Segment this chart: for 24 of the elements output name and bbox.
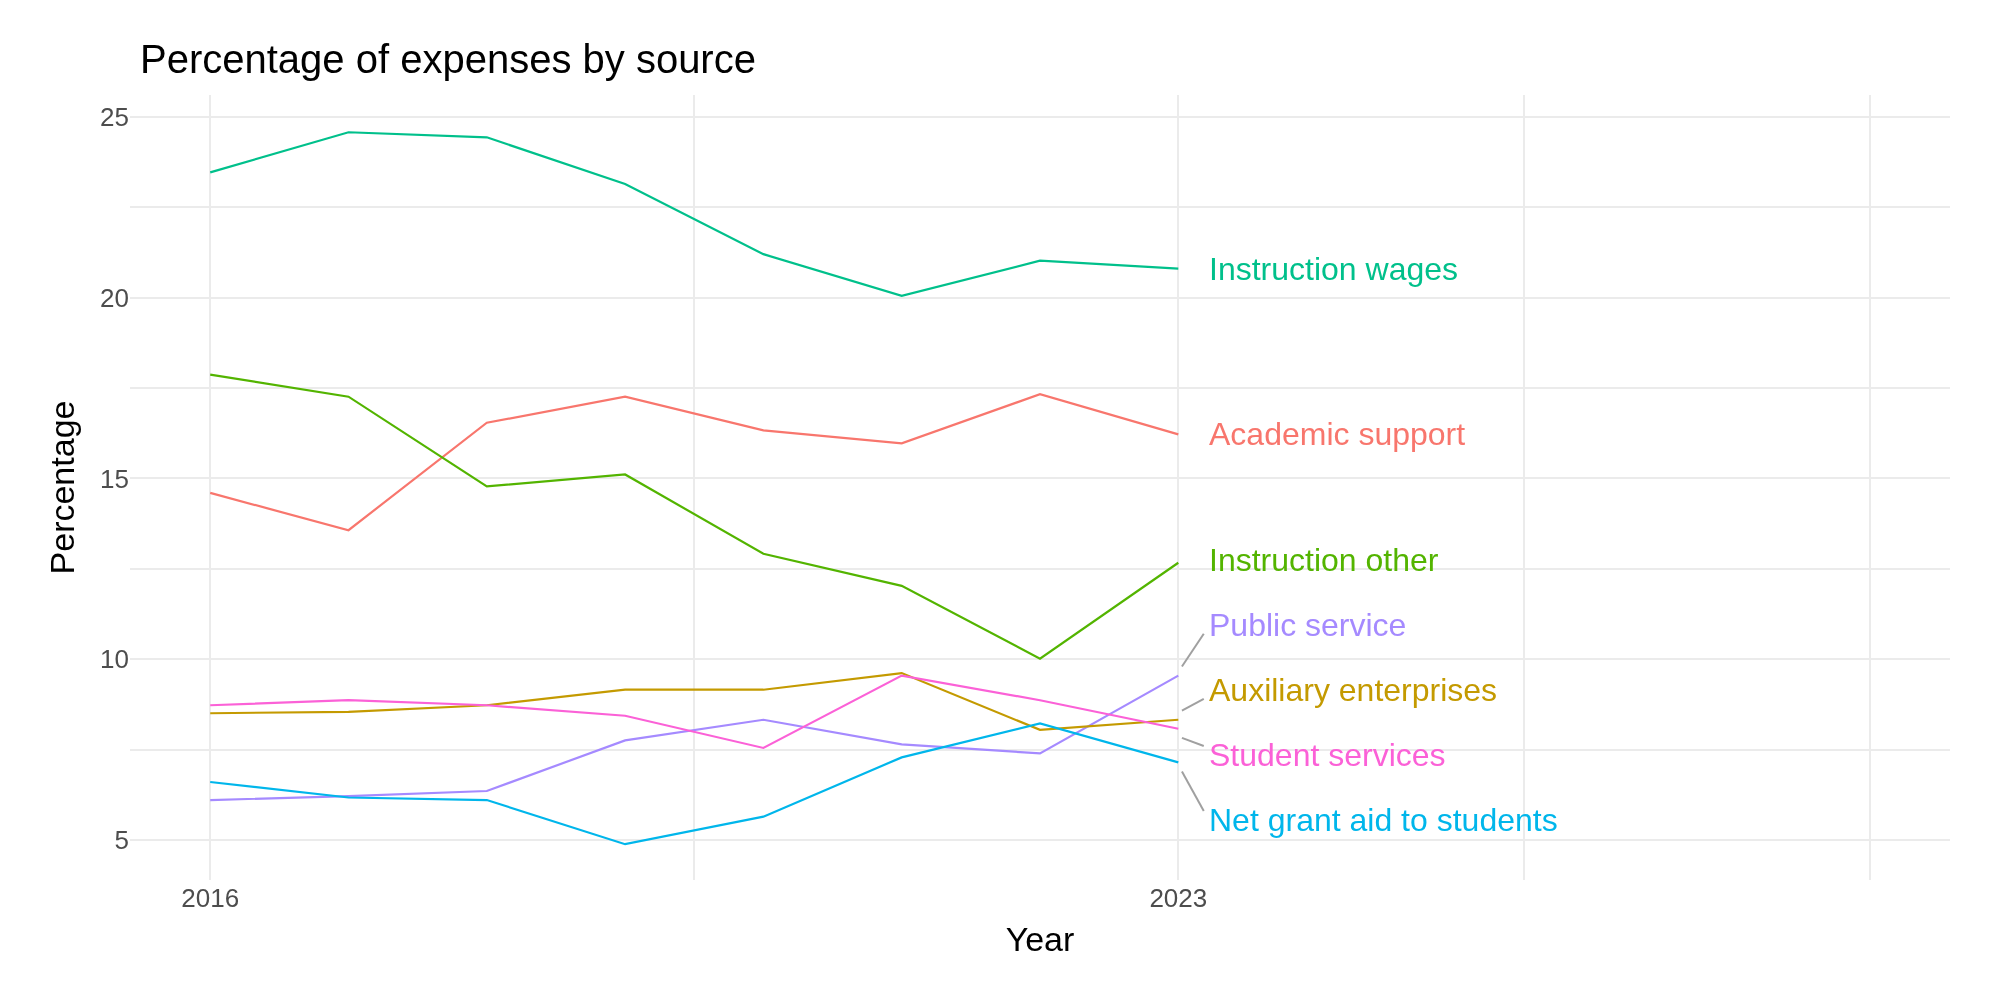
line-series [209, 373, 1180, 660]
line-series [209, 671, 1180, 731]
line-series [209, 674, 1180, 750]
series-label: Instruction other [1209, 542, 1439, 578]
series-label: Student services [1209, 737, 1446, 773]
x-tick-label: 2023 [1149, 883, 1208, 913]
line-series [209, 393, 1180, 532]
line-series [209, 131, 1180, 297]
series-label: Instruction wages [1209, 251, 1459, 287]
chart-title: Percentage of expenses by source [140, 37, 756, 81]
x-axis-title: Year [1005, 920, 1075, 959]
line-series [209, 674, 1180, 802]
y-tick-label: 15 [100, 463, 129, 494]
x-tick-label: 2016 [181, 883, 240, 913]
series-label: Net grant aid to students [1209, 802, 1558, 838]
y-tick-label: 10 [100, 644, 129, 675]
series-label: Auxiliary enterprises [1209, 672, 1498, 708]
series-label: Public service [1209, 607, 1407, 643]
y-tick-label: 5 [114, 825, 129, 856]
series-label: Academic support [1209, 416, 1466, 452]
y-tick-label: 25 [100, 101, 129, 132]
y-axis-title: Percentage [42, 400, 81, 575]
line-series [209, 722, 1180, 846]
y-tick-label: 20 [100, 282, 129, 313]
